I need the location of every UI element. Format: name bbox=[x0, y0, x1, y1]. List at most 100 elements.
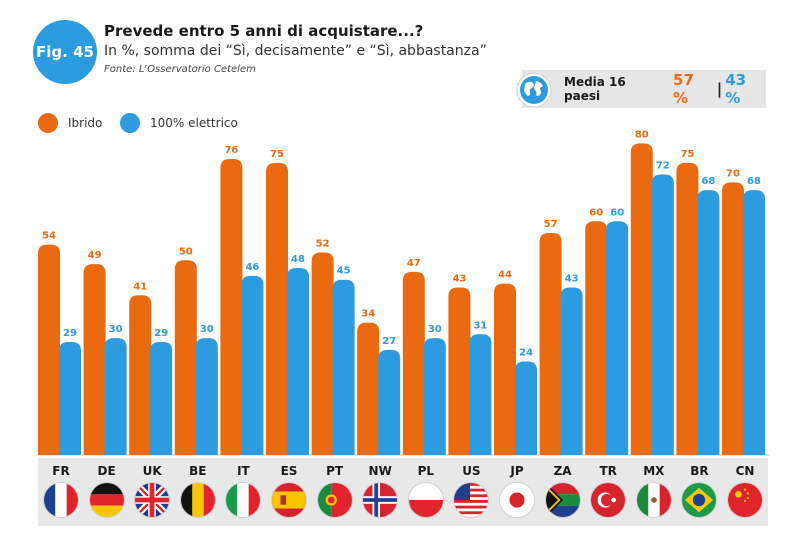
bar-electric-de bbox=[104, 338, 127, 455]
bar-electric-it bbox=[241, 275, 264, 455]
tick-label-jp: JP bbox=[510, 464, 524, 478]
bar-hybrid-pt bbox=[311, 252, 334, 455]
country-pl: PL bbox=[406, 462, 446, 518]
bar-hybrid-be bbox=[174, 260, 197, 455]
bar-electric-us bbox=[469, 334, 492, 455]
tick-label-za: ZA bbox=[553, 464, 572, 478]
data-label-electric-es: 48 bbox=[291, 254, 305, 265]
uk-flag-icon bbox=[134, 482, 171, 518]
country-uk: UK bbox=[132, 462, 172, 518]
tick-label-cn: CN bbox=[735, 464, 755, 478]
data-label-hybrid-pt: 52 bbox=[316, 238, 330, 249]
legend-swatch-hybrid bbox=[38, 113, 58, 133]
data-label-hybrid-us: 43 bbox=[452, 274, 466, 285]
country-fr: FR bbox=[41, 462, 81, 518]
legend-item-hybrid: Ibrido bbox=[38, 113, 102, 133]
tick-label-es: ES bbox=[280, 464, 298, 478]
country-cn: CN bbox=[725, 462, 765, 518]
brazil-flag-icon bbox=[681, 482, 718, 518]
bar-electric-be bbox=[195, 338, 218, 455]
turkey-flag-icon bbox=[590, 482, 627, 518]
data-label-electric-uk: 29 bbox=[154, 328, 168, 339]
data-label-electric-us: 31 bbox=[473, 320, 487, 331]
tick-label-uk: UK bbox=[142, 464, 162, 478]
country-br: BR bbox=[679, 462, 719, 518]
bar-electric-pt bbox=[332, 279, 355, 455]
tick-label-it: IT bbox=[237, 464, 250, 478]
data-label-electric-pt: 45 bbox=[337, 266, 351, 277]
data-label-hybrid-tr: 60 bbox=[589, 207, 603, 218]
tick-label-pl: PL bbox=[417, 464, 435, 478]
bar-electric-tr bbox=[606, 221, 629, 455]
bar-hybrid-br bbox=[676, 162, 699, 455]
bar-electric-br bbox=[697, 190, 720, 455]
data-label-hybrid-uk: 41 bbox=[133, 281, 147, 292]
bar-hybrid-pl bbox=[402, 271, 425, 455]
data-label-electric-it: 46 bbox=[245, 262, 259, 273]
country-jp: JP bbox=[497, 462, 537, 518]
bar-hybrid-fr bbox=[38, 244, 60, 455]
data-label-electric-br: 68 bbox=[701, 176, 715, 187]
bar-electric-pl bbox=[423, 338, 446, 455]
data-label-hybrid-fr: 54 bbox=[42, 231, 56, 242]
bar-hybrid-de bbox=[83, 264, 106, 455]
data-label-electric-fr: 29 bbox=[63, 328, 77, 339]
tick-label-us: US bbox=[462, 464, 481, 478]
globe-icon bbox=[516, 72, 552, 108]
data-label-hybrid-za: 57 bbox=[544, 219, 558, 230]
bar-hybrid-jp bbox=[494, 283, 516, 455]
data-label-hybrid-br: 75 bbox=[680, 149, 694, 160]
bar-hybrid-tr bbox=[585, 221, 608, 455]
south-africa-flag-icon bbox=[544, 482, 581, 518]
average-hybrid-value: 57 % bbox=[673, 71, 694, 107]
country-pt: PT bbox=[315, 462, 355, 518]
country-tr: TR bbox=[588, 462, 628, 518]
bar-hybrid-es bbox=[266, 162, 288, 455]
chart-title: Prevede entro 5 anni di acquistare...? bbox=[104, 22, 424, 40]
bar-electric-nw bbox=[378, 349, 401, 455]
data-label-electric-de: 30 bbox=[109, 324, 123, 335]
legend-label-electric: 100% elettrico bbox=[150, 116, 238, 130]
italy-flag-icon bbox=[225, 482, 262, 518]
data-label-hybrid-cn: 70 bbox=[726, 168, 740, 179]
data-label-electric-nw: 27 bbox=[382, 336, 396, 347]
country-es: ES bbox=[269, 462, 309, 518]
bar-hybrid-za bbox=[539, 232, 562, 455]
bar-hybrid-uk bbox=[129, 295, 152, 455]
japan-flag-icon bbox=[499, 482, 535, 518]
tick-label-be: BE bbox=[189, 464, 207, 478]
tick-label-nw: NW bbox=[368, 464, 392, 478]
germany-flag-icon bbox=[88, 482, 125, 518]
data-label-electric-cn: 68 bbox=[747, 176, 761, 187]
belgium-flag-icon bbox=[179, 482, 216, 518]
country-us: US bbox=[451, 462, 491, 518]
data-label-hybrid-jp: 44 bbox=[498, 270, 512, 281]
tick-label-mx: MX bbox=[643, 464, 665, 478]
country-mx: MX bbox=[634, 462, 674, 518]
data-label-hybrid-nw: 34 bbox=[361, 309, 375, 320]
bar-electric-uk bbox=[150, 342, 173, 455]
bar-electric-es bbox=[287, 268, 309, 455]
country-nw: NW bbox=[360, 462, 400, 518]
data-label-electric-za: 43 bbox=[565, 274, 579, 285]
bar-hybrid-cn bbox=[722, 182, 744, 455]
data-label-hybrid-de: 49 bbox=[88, 250, 102, 261]
data-label-electric-pl: 30 bbox=[428, 324, 442, 335]
data-label-hybrid-be: 50 bbox=[179, 246, 193, 257]
france-flag-icon bbox=[43, 482, 79, 518]
data-label-hybrid-es: 75 bbox=[270, 149, 284, 160]
bar-electric-za bbox=[560, 287, 583, 455]
source-note: Fonte: L'Osservatorio Cetelem bbox=[104, 64, 256, 75]
chart-subtitle: In %, somma dei “Sì, decisamente” e “Sì,… bbox=[104, 43, 487, 59]
country-it: IT bbox=[223, 462, 263, 518]
legend-swatch-electric bbox=[120, 113, 140, 133]
tick-label-fr: FR bbox=[52, 464, 70, 478]
data-label-electric-mx: 72 bbox=[656, 161, 670, 172]
bar-hybrid-it bbox=[220, 158, 243, 456]
bar-electric-fr bbox=[59, 342, 81, 455]
bar-electric-mx bbox=[651, 174, 674, 455]
tick-label-tr: TR bbox=[599, 464, 617, 478]
data-label-hybrid-it: 76 bbox=[224, 145, 238, 156]
data-label-hybrid-pl: 47 bbox=[407, 258, 421, 269]
data-label-electric-be: 30 bbox=[200, 324, 214, 335]
